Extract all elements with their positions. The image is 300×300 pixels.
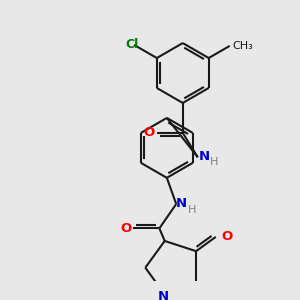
Text: N: N	[199, 150, 210, 163]
Text: N: N	[157, 290, 168, 300]
Text: CH₃: CH₃	[232, 41, 253, 51]
Text: O: O	[221, 230, 233, 243]
Text: O: O	[120, 222, 131, 235]
Text: N: N	[176, 196, 187, 210]
Text: H: H	[188, 205, 196, 214]
Text: O: O	[143, 126, 155, 140]
Text: Cl: Cl	[126, 38, 139, 51]
Text: H: H	[210, 157, 218, 167]
